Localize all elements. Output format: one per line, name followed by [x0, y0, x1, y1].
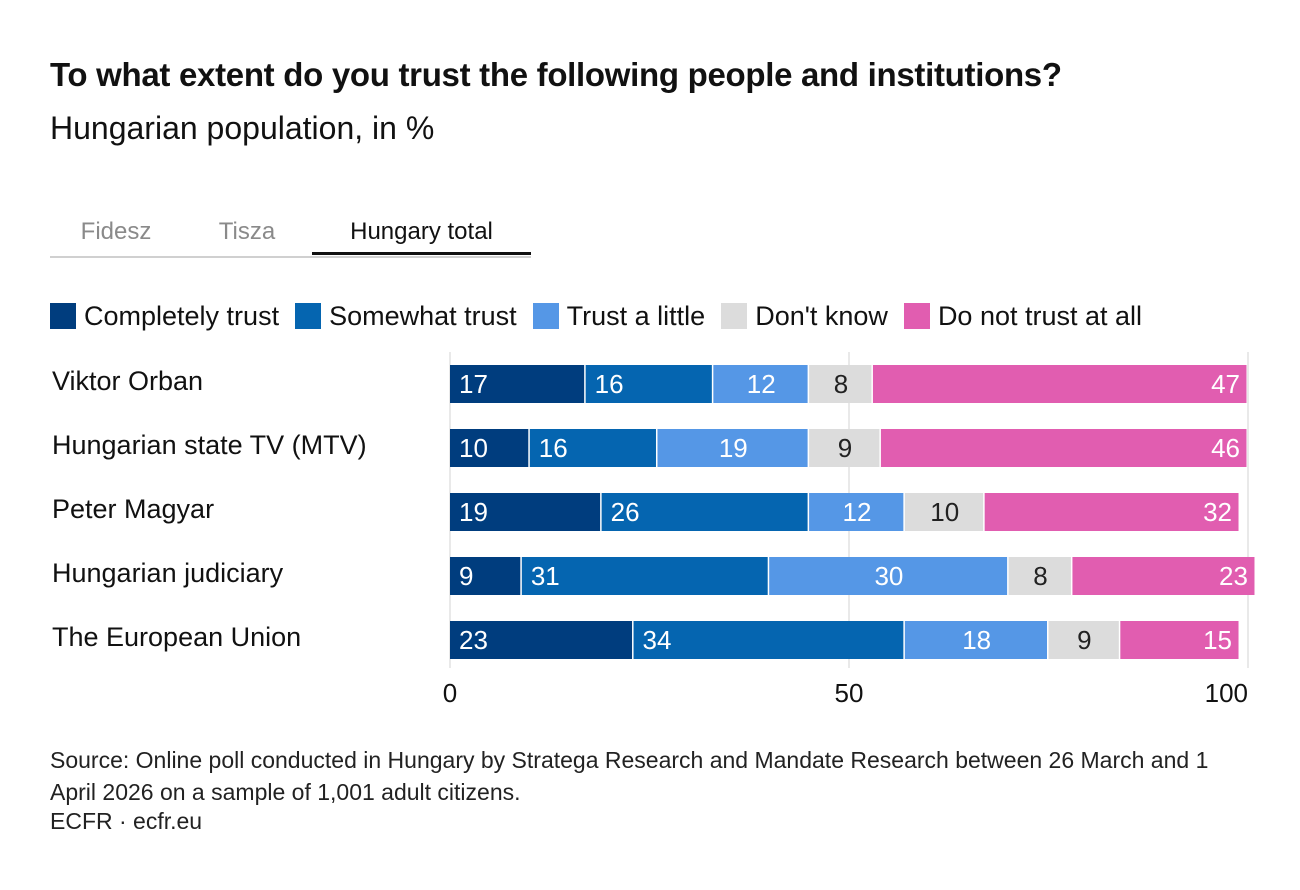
- bar-segment: [1008, 557, 1071, 595]
- legend-label: Trust a little: [566, 300, 706, 331]
- data-label: 16: [595, 369, 624, 399]
- legend-item-completely-trust: Completely trust: [50, 301, 279, 332]
- bar-segment: [769, 557, 1008, 595]
- legend-item-dont-know: Don't know: [721, 301, 888, 332]
- bar-segment: [880, 429, 1247, 467]
- data-label: 18: [962, 625, 991, 655]
- bar-segment: [809, 429, 880, 467]
- legend-item-do-not-trust: Do not trust at all: [903, 300, 1143, 332]
- data-label: 32: [1203, 497, 1232, 527]
- data-label: 9: [1077, 625, 1091, 655]
- bar-segment: [450, 557, 521, 595]
- bar-segment: [1120, 621, 1239, 659]
- legend-swatch: [903, 303, 930, 329]
- row-label: Viktor Orban: [52, 366, 204, 396]
- credit: ECFR · ecfr.eu: [50, 808, 203, 834]
- bar-segment: [601, 493, 808, 531]
- legend: Completely trust Somewhat trust Trust a …: [50, 298, 1158, 334]
- data-label: 30: [874, 561, 903, 591]
- legend-swatch: [295, 303, 322, 329]
- data-label: 16: [539, 433, 568, 463]
- data-label: 19: [459, 497, 488, 527]
- data-label: 19: [719, 433, 748, 463]
- legend-label: Somewhat trust: [329, 300, 517, 331]
- tab-fidesz[interactable]: Fidesz: [80, 218, 152, 245]
- bar-segment: [657, 429, 808, 467]
- bar-segment: [450, 365, 585, 403]
- bar-segment: [809, 365, 872, 403]
- data-label: 12: [843, 497, 872, 527]
- data-label: 10: [930, 497, 959, 527]
- row-label: Hungarian state TV (MTV): [52, 430, 367, 460]
- tab-tisza[interactable]: Tisza: [218, 218, 276, 245]
- bar-segment: [904, 621, 1047, 659]
- legend-swatch: [532, 303, 559, 329]
- legend-item-trust-a-little: Trust a little: [532, 300, 706, 332]
- legend-label: Completely trust: [84, 300, 280, 331]
- stacked-bar-chart: 17 16 12 8 47 10 16 19 9 46 19 26 12 10 32 9 31 30 8 23 23 34…: [443, 352, 1255, 708]
- bar-segment: [450, 493, 601, 531]
- tab-bar: Fidesz Tisza Hungary total: [50, 218, 531, 258]
- data-label: 47: [1211, 369, 1240, 399]
- data-label: 9: [838, 433, 852, 463]
- row-label: Hungarian judiciary: [52, 558, 284, 588]
- bar-segment: [809, 493, 904, 531]
- data-label: 26: [611, 497, 640, 527]
- data-label: 12: [747, 369, 776, 399]
- data-label: 46: [1211, 433, 1240, 463]
- row-label: Peter Magyar: [52, 494, 215, 524]
- bar-segment: [904, 493, 984, 531]
- data-label: 9: [459, 561, 473, 591]
- data-label: 31: [531, 561, 560, 591]
- bar-segment: [713, 365, 808, 403]
- data-label: 23: [459, 625, 488, 655]
- bar-segment: [633, 621, 904, 659]
- data-label: 8: [1033, 561, 1047, 591]
- x-tick-label: 0: [443, 678, 457, 708]
- bar-segment: [872, 365, 1247, 403]
- chart-subtitle: Hungarian population, in %: [50, 110, 435, 146]
- legend-label: Don't know: [755, 300, 888, 331]
- data-label: 15: [1203, 625, 1232, 655]
- data-label: 34: [643, 625, 672, 655]
- legend-label: Do not trust at all: [937, 300, 1143, 331]
- bar-segment: [585, 365, 712, 403]
- source-note: Source: Online poll conducted in Hungary…: [50, 747, 1209, 805]
- data-label: 23: [1219, 561, 1248, 591]
- bar-segment: [1048, 621, 1119, 659]
- bar-segment: [450, 429, 529, 467]
- data-label: 8: [834, 369, 848, 399]
- x-tick-label: 100: [1205, 678, 1248, 708]
- tab-hungary-total[interactable]: Hungary total: [312, 218, 531, 255]
- bar-segment: [984, 493, 1239, 531]
- bar-segment: [450, 621, 633, 659]
- legend-item-somewhat-trust: Somewhat trust: [295, 301, 517, 332]
- bar-segment: [521, 557, 768, 595]
- row-label: The European Union: [52, 622, 302, 652]
- legend-swatch: [721, 303, 748, 329]
- chart-title: To what extent do you trust the followin…: [50, 56, 1062, 93]
- x-tick-label: 50: [835, 678, 864, 708]
- bar-segment: [529, 429, 656, 467]
- data-label: 17: [459, 369, 488, 399]
- data-label: 10: [459, 433, 488, 463]
- bar-segment: [1072, 557, 1255, 595]
- legend-swatch: [50, 303, 76, 329]
